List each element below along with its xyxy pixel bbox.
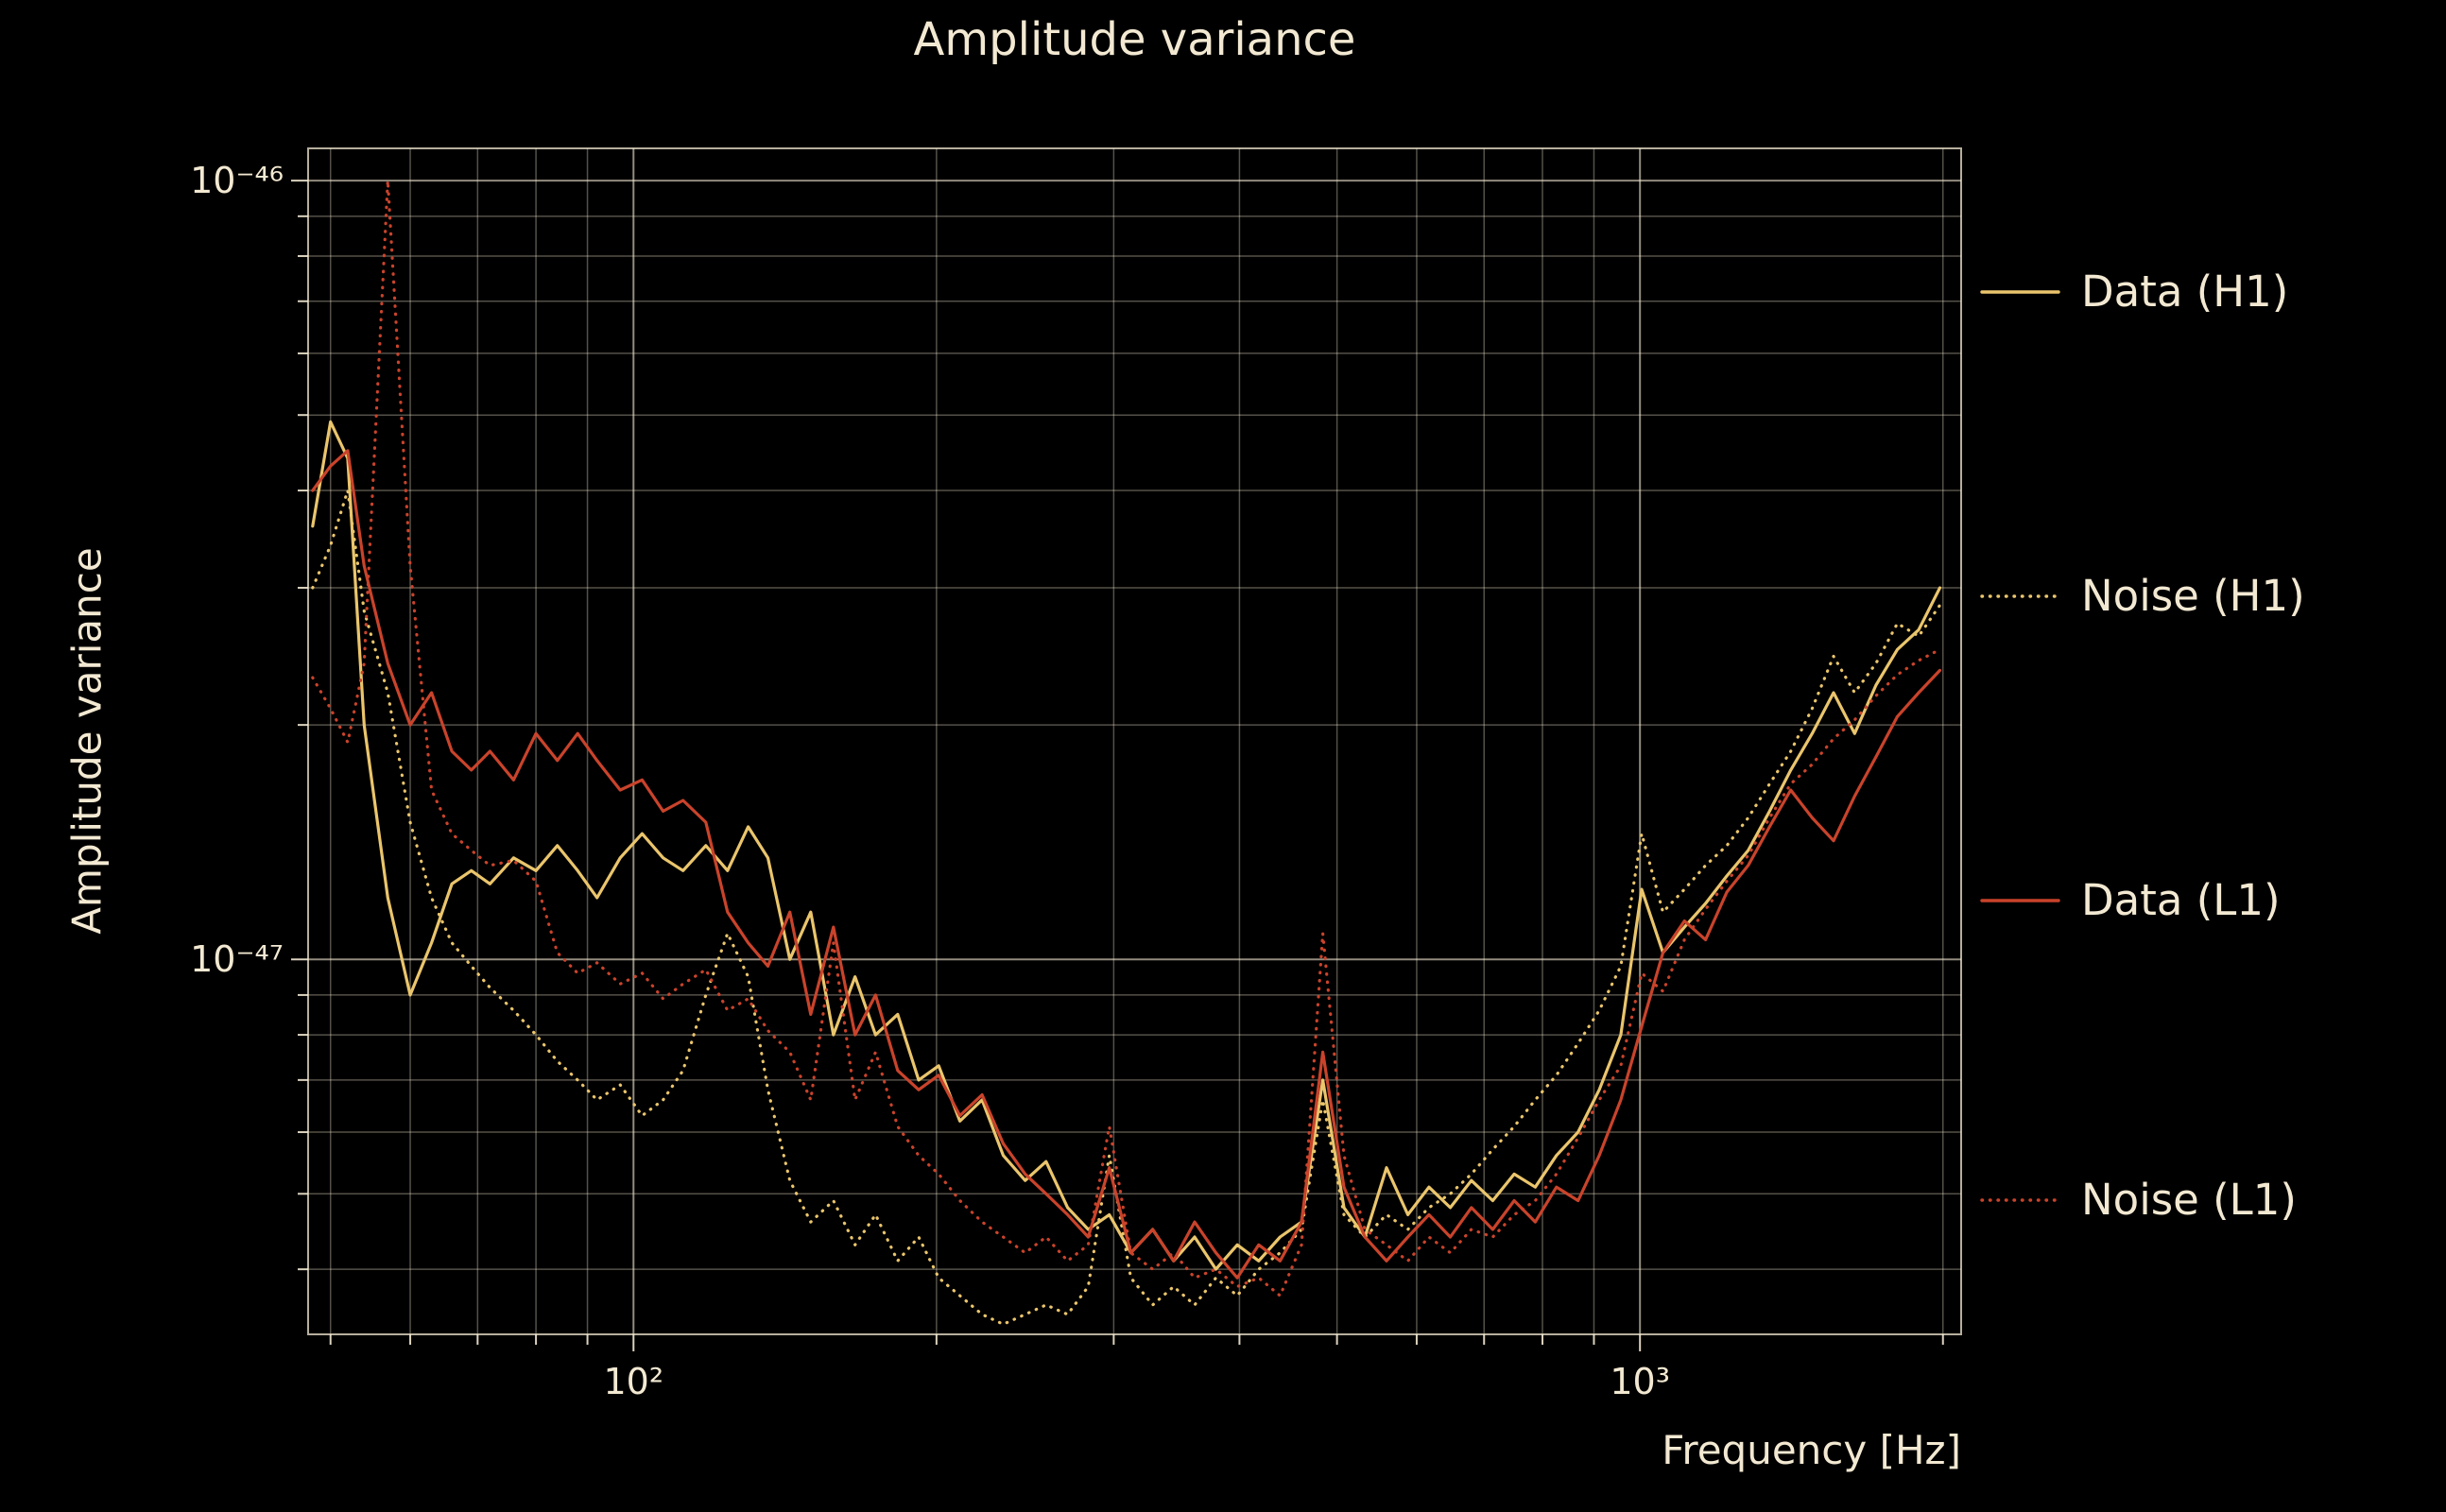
series-noise-l1 (311, 179, 1942, 1297)
series-data-h1 (311, 420, 1942, 1271)
plot-frame (307, 147, 1962, 1335)
x-tick-label: 10³ (1610, 1361, 1670, 1402)
chart-title: Amplitude variance (913, 13, 1356, 66)
series-noise-h1 (311, 489, 1942, 1326)
y-tick-label: 10⁻⁴⁷ (190, 938, 284, 981)
series-data-l1 (311, 449, 1942, 1280)
y-tick-label: 10⁻⁴⁶ (190, 160, 284, 202)
x-tick-label: 10² (603, 1361, 664, 1402)
x-axis-label: Frequency [Hz] (1662, 1427, 1961, 1473)
